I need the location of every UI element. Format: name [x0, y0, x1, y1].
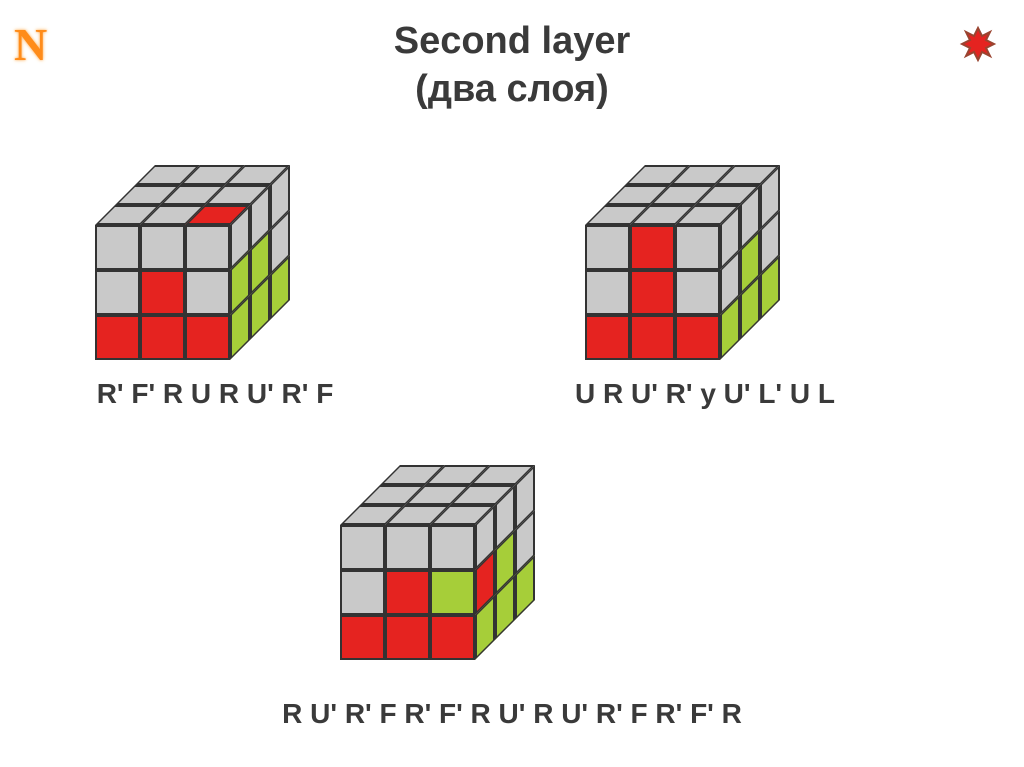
page-title: Second layer (два слоя): [0, 0, 1024, 113]
front-cell: [140, 270, 185, 315]
front-cell: [95, 270, 140, 315]
close-icon[interactable]: [956, 22, 1000, 66]
cube-figure-1: R' F' R U R U' R' F: [95, 165, 335, 410]
front-cell: [185, 225, 230, 270]
front-cell: [630, 270, 675, 315]
front-cell: [340, 570, 385, 615]
front-cell: [385, 615, 430, 660]
front-cell: [385, 525, 430, 570]
front-cell: [340, 525, 385, 570]
cube-2: [585, 165, 825, 360]
logo-n: N: [14, 18, 47, 71]
front-cell: [430, 615, 475, 660]
front-cell: [675, 315, 720, 360]
front-cell: [675, 270, 720, 315]
front-cell: [630, 225, 675, 270]
cube-figure-2: U R U' R' y U' L' U L: [575, 165, 835, 410]
front-cell: [430, 525, 475, 570]
front-cell: [585, 315, 630, 360]
front-cell: [95, 225, 140, 270]
front-cell: [385, 570, 430, 615]
front-cell: [585, 225, 630, 270]
title-line-2: (два слоя): [0, 66, 1024, 114]
front-cell: [140, 315, 185, 360]
algorithm-2: U R U' R' y U' L' U L: [575, 378, 835, 410]
cube-3: [340, 465, 580, 660]
title-line-1: Second layer: [0, 18, 1024, 66]
front-cell: [585, 270, 630, 315]
front-cell: [630, 315, 675, 360]
cube-1: [95, 165, 335, 360]
algorithm-1: R' F' R U R U' R' F: [95, 378, 335, 410]
front-cell: [185, 270, 230, 315]
front-cell: [185, 315, 230, 360]
front-cell: [95, 315, 140, 360]
front-cell: [430, 570, 475, 615]
front-cell: [340, 615, 385, 660]
algorithm-3: R U' R' F R' F' R U' R U' R' F R' F' R: [0, 698, 1024, 730]
front-cell: [140, 225, 185, 270]
cube-figure-3: [340, 465, 580, 660]
front-cell: [675, 225, 720, 270]
